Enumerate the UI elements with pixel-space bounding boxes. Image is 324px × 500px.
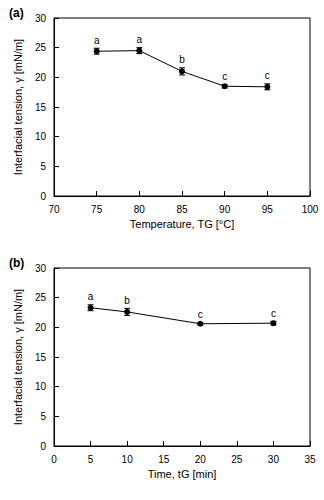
svg-text:30: 30 (35, 263, 47, 274)
svg-text:30: 30 (268, 454, 280, 465)
svg-text:b: b (124, 295, 130, 306)
svg-text:0: 0 (51, 454, 57, 465)
svg-text:35: 35 (304, 454, 316, 465)
svg-text:70: 70 (48, 204, 60, 215)
svg-text:15: 15 (158, 454, 170, 465)
svg-text:a: a (88, 291, 94, 302)
svg-text:0: 0 (40, 191, 46, 202)
svg-text:10: 10 (35, 381, 47, 392)
svg-text:15: 15 (35, 352, 47, 363)
svg-text:c: c (198, 309, 203, 320)
svg-text:10: 10 (35, 131, 47, 142)
svg-text:85: 85 (176, 204, 188, 215)
svg-text:15: 15 (35, 102, 47, 113)
svg-text:5: 5 (40, 411, 46, 422)
svg-text:75: 75 (91, 204, 103, 215)
svg-text:10: 10 (122, 454, 134, 465)
svg-text:5: 5 (88, 454, 94, 465)
svg-text:Temperature, TG [°C]: Temperature, TG [°C] (130, 218, 234, 230)
svg-text:100: 100 (302, 204, 319, 215)
svg-text:c: c (222, 71, 227, 82)
svg-text:25: 25 (35, 292, 47, 303)
svg-text:20: 20 (195, 454, 207, 465)
svg-text:a: a (137, 34, 143, 45)
svg-text:25: 25 (231, 454, 243, 465)
svg-text:90: 90 (219, 204, 231, 215)
svg-text:5: 5 (40, 161, 46, 172)
svg-text:Interfacial tension, γ [mN/m]: Interfacial tension, γ [mN/m] (12, 289, 24, 425)
svg-text:80: 80 (134, 204, 146, 215)
svg-text:30: 30 (35, 13, 47, 24)
svg-text:b: b (179, 54, 185, 65)
svg-text:95: 95 (262, 204, 274, 215)
svg-text:20: 20 (35, 322, 47, 333)
svg-text:c: c (265, 70, 270, 81)
svg-text:25: 25 (35, 42, 47, 53)
svg-text:20: 20 (35, 72, 47, 83)
svg-text:a: a (94, 35, 100, 46)
svg-text:c: c (271, 308, 276, 319)
svg-text:Time, tG [min]: Time, tG [min] (148, 468, 217, 480)
svg-text:(b): (b) (9, 256, 24, 270)
svg-text:(a): (a) (9, 6, 24, 20)
svg-text:0: 0 (40, 441, 46, 452)
svg-text:Interfacial tension, γ [mN/m]: Interfacial tension, γ [mN/m] (12, 39, 24, 175)
